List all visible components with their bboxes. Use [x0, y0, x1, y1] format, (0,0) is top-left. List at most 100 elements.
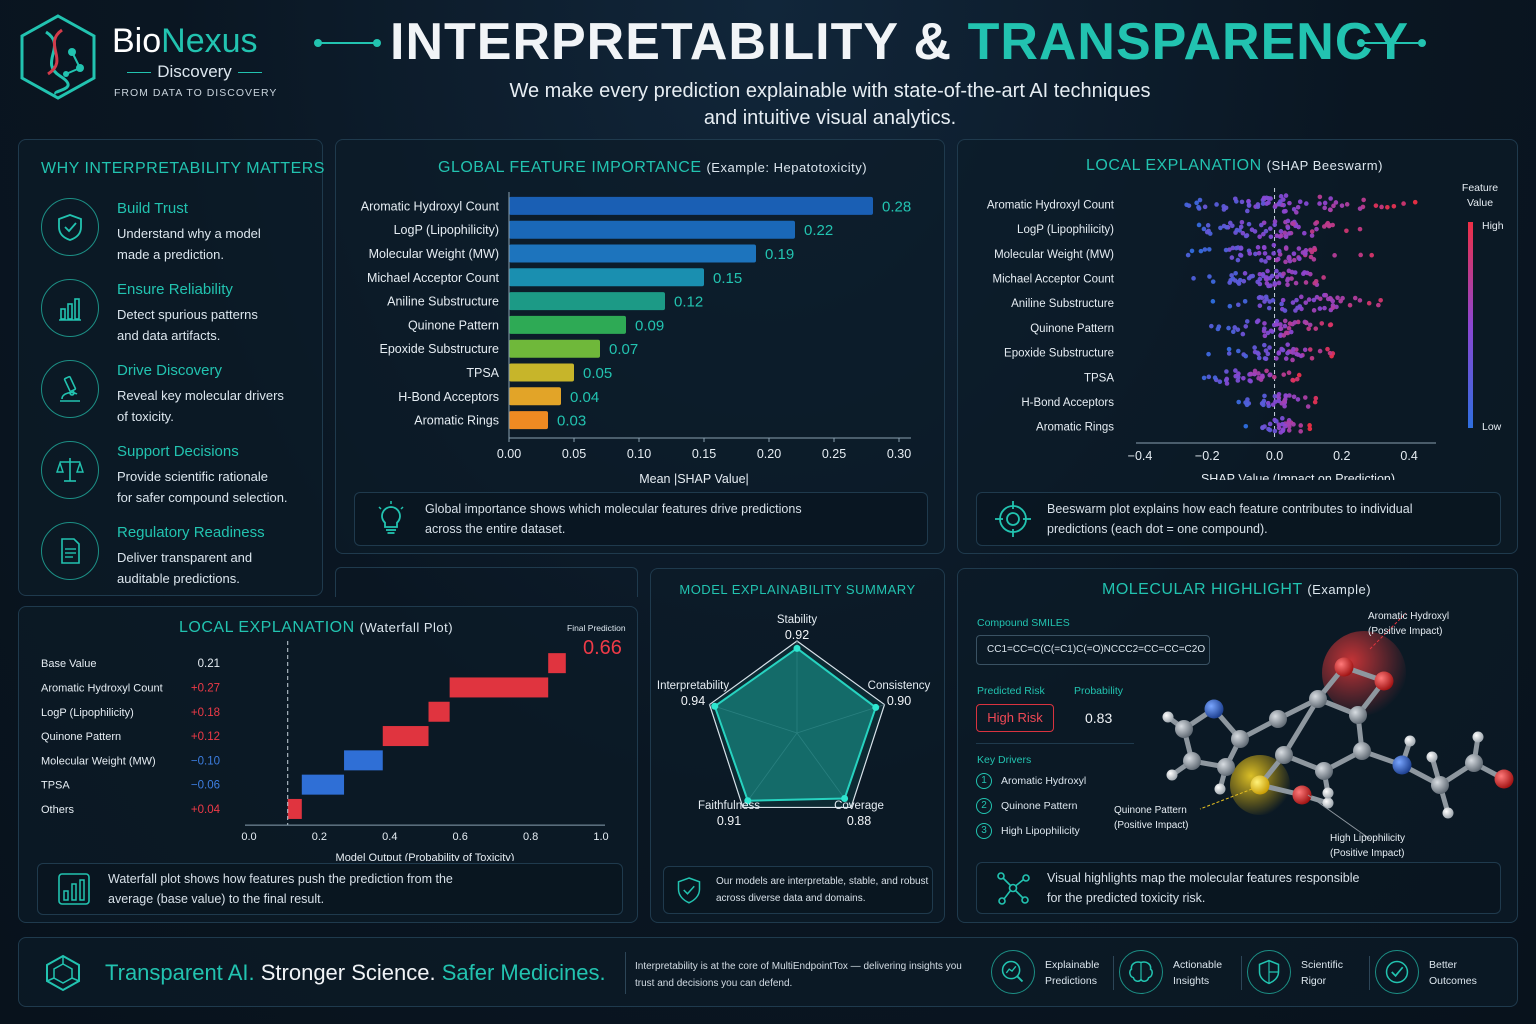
beeswarm-point [1297, 199, 1303, 205]
brand-tagline: FROM DATA TO DISCOVERY [114, 87, 278, 99]
beeswarm-point [1280, 416, 1285, 421]
molecule-atom [1183, 752, 1201, 770]
importance-bar [509, 196, 873, 215]
probability-label: Probability [1074, 685, 1124, 697]
beeswarm-point [1325, 296, 1331, 302]
x-tick-label: 0.20 [757, 447, 781, 461]
x-tick-label: 0.00 [497, 447, 521, 461]
bar-label: Aromatic Hydroxyl Count [361, 199, 500, 213]
dna-hexagon-icon [20, 14, 96, 100]
beeswarm-point [1205, 223, 1211, 228]
shield-icon [1247, 950, 1291, 994]
beeswarm-point [1265, 268, 1270, 274]
beeswarm-point [1309, 249, 1315, 255]
beeswarm-point [1257, 234, 1262, 240]
x-tick-label: 0.15 [692, 447, 716, 461]
beeswarm-point [1262, 245, 1267, 251]
beeswarm-point [1209, 323, 1214, 329]
beeswarm-point [1357, 206, 1363, 211]
microscope-icon [41, 360, 99, 418]
beeswarm-point [1212, 375, 1218, 381]
beeswarm-point [1271, 242, 1277, 248]
beeswarm-point [1236, 281, 1242, 286]
driver-number: 2 [976, 797, 992, 814]
beeswarm-point [1270, 298, 1276, 303]
waterfall-bar [382, 726, 429, 747]
waterfall-bar [301, 774, 345, 795]
molecule-atom [1162, 711, 1174, 723]
waterfall-title: LOCAL EXPLANATION (Waterfall Plot) [179, 619, 454, 636]
beeswarm-point [1197, 197, 1203, 203]
decorative-frame [335, 567, 638, 597]
cube-network-icon [46, 954, 80, 992]
radar-value-label: 0.91 [717, 814, 741, 828]
molecule-atom [1353, 742, 1371, 760]
beeswarm-point [1210, 279, 1216, 284]
molecule-panel: MOLECULAR HIGHLIGHT (Example) Compound S… [957, 568, 1518, 923]
beeswarm-point [1378, 298, 1383, 303]
beeswarm-point [1317, 306, 1323, 311]
beeswarm-point [1252, 368, 1258, 374]
drivers-label: Key Drivers [977, 754, 1032, 766]
brand-subtitle: Discovery [112, 62, 277, 82]
waterfall-bar [287, 798, 302, 819]
beeswarm-point [1328, 322, 1334, 327]
molecule-atom [1292, 785, 1312, 805]
legend-low-label: Low [1482, 421, 1502, 433]
beeswarm-feature-label: H-Bond Acceptors [1021, 397, 1114, 409]
molecule-atom [1250, 775, 1270, 795]
beeswarm-point [1307, 423, 1312, 428]
beeswarm-point [1256, 355, 1262, 361]
beeswarm-point [1237, 277, 1243, 283]
beeswarm-point [1285, 342, 1290, 347]
callout-label: (Positive Impact) [1368, 626, 1442, 637]
beeswarm-point [1302, 230, 1307, 236]
smiles-field[interactable]: CC1=CC=C(C(=C1)C(=O)NCCC2=CC=CC=C2O [976, 635, 1210, 665]
bar-value-label: 0.19 [765, 246, 794, 263]
why-item-title: Support Decisions [117, 443, 239, 460]
beeswarm-point [1255, 204, 1261, 209]
beeswarm-point [1285, 225, 1291, 231]
beeswarm-point [1286, 325, 1292, 331]
beeswarm-point [1224, 376, 1230, 382]
beeswarm-point [1204, 229, 1210, 235]
beeswarm-point [1268, 328, 1274, 334]
beeswarm-point [1300, 250, 1306, 255]
x-tick-label: 0.8 [523, 831, 538, 843]
beeswarm-feature-label: TPSA [1084, 372, 1114, 384]
importance-bar [509, 220, 795, 239]
beeswarm-point [1262, 321, 1267, 326]
footer-slogan: Transparent AI. Stronger Science. Safer … [105, 960, 606, 985]
beeswarm-point [1248, 371, 1254, 377]
why-item: Regulatory Readiness Deliver transparent … [41, 520, 316, 598]
why-item-title: Build Trust [117, 200, 188, 217]
beeswarm-point [1185, 252, 1191, 258]
beeswarm-point [1229, 255, 1235, 260]
beeswarm-feature-label: Molecular Weight (MW) [994, 249, 1114, 261]
molecule-atom [1431, 776, 1449, 794]
beeswarm-point [1312, 280, 1317, 286]
why-title: WHY INTERPRETABILITY MATTERS [41, 160, 325, 177]
scales-icon [41, 441, 99, 499]
beeswarm-point [1287, 321, 1293, 326]
beeswarm-point [1227, 247, 1232, 252]
beeswarm-point [1236, 302, 1241, 308]
beeswarm-point [1262, 342, 1267, 348]
beeswarm-point [1217, 379, 1223, 385]
footer-description: Interpretability is at the core of Multi… [635, 961, 962, 989]
beeswarm-point [1265, 400, 1271, 406]
radar-value-label: 0.88 [847, 814, 871, 828]
driver-label: Aromatic Hydroxyl [1001, 774, 1087, 787]
beeswarm-point [1264, 296, 1269, 302]
beeswarm-point [1327, 350, 1333, 356]
beeswarm-point [1327, 207, 1333, 213]
bar-chart-icon [41, 279, 99, 337]
beeswarm-point [1317, 348, 1323, 354]
callout-line [1307, 794, 1371, 840]
radar-axis-label: Coverage [834, 800, 884, 812]
x-tick-label: 0.2 [1333, 449, 1350, 463]
waterfall-value-label: +0.04 [191, 804, 221, 816]
beeswarm-point [1280, 297, 1286, 303]
beeswarm-point [1278, 194, 1284, 199]
beeswarm-point [1206, 247, 1212, 252]
